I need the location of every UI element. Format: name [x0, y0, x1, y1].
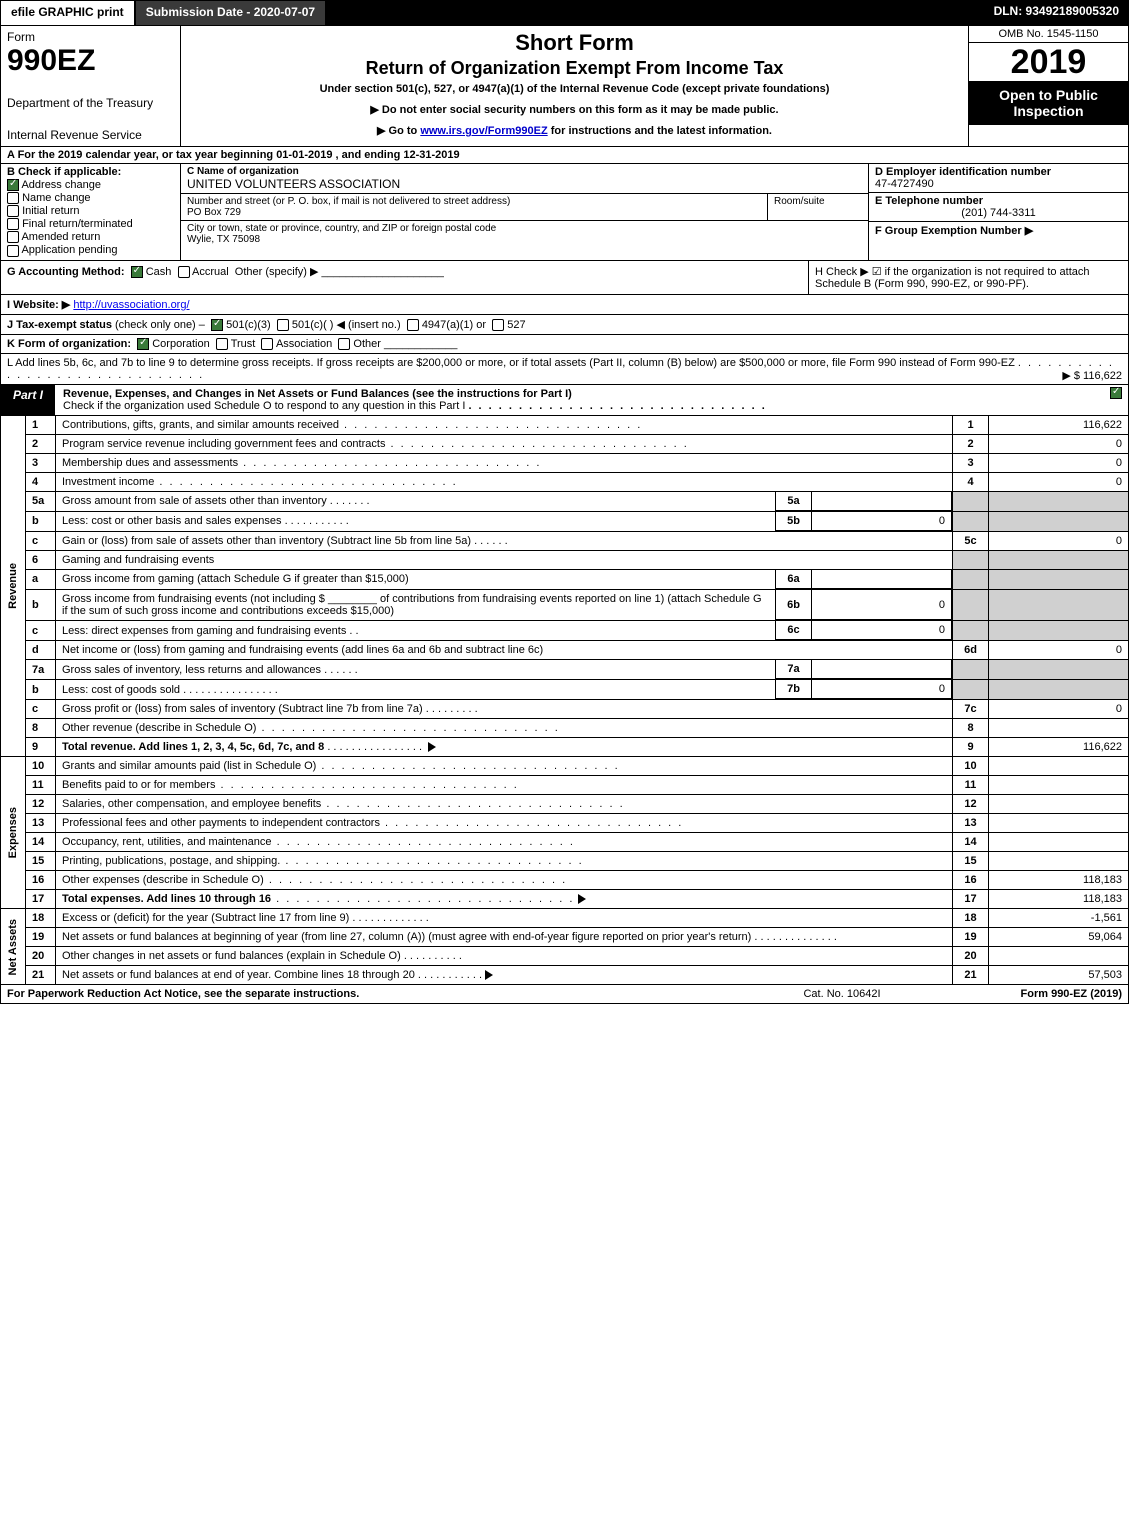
gross-receipts-row: L Add lines 5b, 6c, and 7b to line 9 to … [0, 354, 1129, 385]
cb-accrual[interactable] [178, 266, 190, 278]
cb-initial-return[interactable]: Initial return [7, 205, 174, 217]
page-footer: For Paperwork Reduction Act Notice, see … [0, 985, 1129, 1004]
cb-other[interactable] [338, 338, 350, 350]
group-exemption-label: F Group Exemption Number ▶ [875, 225, 1033, 237]
goto-post: for instructions and the latest informat… [551, 125, 772, 137]
footer-formref: Form 990-EZ (2019) [922, 988, 1122, 1000]
top-bar: efile GRAPHIC print Submission Date - 20… [0, 0, 1129, 26]
subtitle-section: Under section 501(c), 527, or 4947(a)(1)… [189, 83, 960, 95]
phone-label: E Telephone number [875, 195, 1122, 207]
cb-corporation[interactable] [137, 338, 149, 350]
subtitle-ssn-warning: ▶ Do not enter social security numbers o… [189, 103, 960, 116]
cb-trust[interactable] [216, 338, 228, 350]
ein-value: 47-4727490 [875, 178, 1122, 190]
header-left: Form 990EZ Department of the Treasury In… [1, 26, 181, 146]
part1-title: Revenue, Expenses, and Changes in Net As… [63, 388, 572, 400]
goto-pre: ▶ Go to [377, 125, 420, 137]
entity-block: B Check if applicable: Address change Na… [0, 164, 1129, 261]
cb-501c[interactable] [277, 319, 289, 331]
website-link[interactable]: http://uvassociation.org/ [73, 299, 189, 311]
street-value: PO Box 729 [187, 207, 761, 218]
dept-irs: Internal Revenue Service [7, 128, 174, 142]
part1-header: Part I Revenue, Expenses, and Changes in… [0, 385, 1129, 416]
gross-receipts-amount: ▶ $ 116,622 [1062, 369, 1122, 382]
cb-4947[interactable] [407, 319, 419, 331]
form-header: Form 990EZ Department of the Treasury In… [0, 26, 1129, 147]
city-row: City or town, state or province, country… [181, 221, 868, 247]
box-b: B Check if applicable: Address change Na… [1, 164, 181, 260]
accounting-method: G Accounting Method: Cash Accrual Other … [1, 261, 808, 294]
header-center: Short Form Return of Organization Exempt… [181, 26, 968, 146]
open-to-public: Open to Public Inspection [969, 81, 1128, 125]
revenue-label: Revenue [7, 563, 19, 609]
city-label: City or town, state or province, country… [187, 223, 862, 234]
org-name-label: C Name of organization [187, 166, 862, 177]
part1-tag: Part I [1, 385, 55, 415]
irs-link[interactable]: www.irs.gov/Form990EZ [420, 125, 547, 137]
expenses-label: Expenses [7, 807, 19, 858]
arrow-icon [428, 742, 436, 752]
cb-application-pending[interactable]: Application pending [7, 244, 174, 256]
form-of-org-row: K Form of organization: Corporation Trus… [0, 335, 1129, 354]
cb-amended-return[interactable]: Amended return [7, 231, 174, 243]
tax-exempt-row: J Tax-exempt status (check only one) – 5… [0, 315, 1129, 335]
omb-number: OMB No. 1545-1150 [969, 26, 1128, 43]
org-name-row: C Name of organization UNITED VOLUNTEERS… [181, 164, 868, 194]
part1-check-note: Check if the organization used Schedule … [63, 400, 465, 412]
part1-table: Revenue 1Contributions, gifts, grants, a… [0, 416, 1129, 986]
dept-treasury: Department of the Treasury [7, 96, 174, 110]
tax-year: 2019 [969, 43, 1128, 81]
cb-association[interactable] [261, 338, 273, 350]
header-right: OMB No. 1545-1150 2019 Open to Public In… [968, 26, 1128, 146]
netassets-label: Net Assets [7, 919, 19, 975]
dln-label: DLN: 93492189005320 [984, 0, 1129, 26]
box-c: C Name of organization UNITED VOLUNTEERS… [181, 164, 868, 260]
subtitle-goto: ▶ Go to www.irs.gov/Form990EZ for instru… [189, 124, 960, 137]
cb-final-return[interactable]: Final return/terminated [7, 218, 174, 230]
submission-date-button[interactable]: Submission Date - 2020-07-07 [135, 0, 326, 26]
gh-row: G Accounting Method: Cash Accrual Other … [0, 261, 1129, 295]
row-a-tax-year: A For the 2019 calendar year, or tax yea… [0, 147, 1129, 164]
street-label: Number and street (or P. O. box, if mail… [187, 196, 761, 207]
arrow-icon [578, 894, 586, 904]
footer-paperwork: For Paperwork Reduction Act Notice, see … [7, 988, 762, 1000]
street-row: Number and street (or P. O. box, if mail… [181, 194, 868, 221]
efile-print-button[interactable]: efile GRAPHIC print [0, 0, 135, 26]
website-row: I Website: ▶ http://uvassociation.org/ [0, 295, 1129, 315]
room-label: Room/suite [774, 196, 862, 207]
box-def: D Employer identification number 47-4727… [868, 164, 1128, 260]
ein-label: D Employer identification number [875, 166, 1122, 178]
cb-527[interactable] [492, 319, 504, 331]
cb-501c3[interactable] [211, 319, 223, 331]
arrow-icon [485, 970, 493, 980]
box-b-label: B Check if applicable: [7, 166, 174, 178]
form-number: 990EZ [7, 44, 174, 78]
cb-name-change[interactable]: Name change [7, 192, 174, 204]
org-name-value: UNITED VOLUNTEERS ASSOCIATION [187, 177, 862, 191]
cb-address-change[interactable]: Address change [7, 179, 174, 191]
title-return: Return of Organization Exempt From Incom… [189, 58, 960, 79]
city-value: Wylie, TX 75098 [187, 234, 862, 245]
website-label: I Website: ▶ [7, 299, 70, 311]
title-short-form: Short Form [189, 30, 960, 56]
footer-catno: Cat. No. 10642I [762, 988, 922, 1000]
phone-value: (201) 744-3311 [875, 207, 1122, 219]
cb-schedule-o-part1[interactable] [1110, 387, 1122, 399]
form-word: Form [7, 30, 174, 44]
h-schedule-b: H Check ▶ ☑ if the organization is not r… [808, 261, 1128, 294]
cb-cash[interactable] [131, 266, 143, 278]
